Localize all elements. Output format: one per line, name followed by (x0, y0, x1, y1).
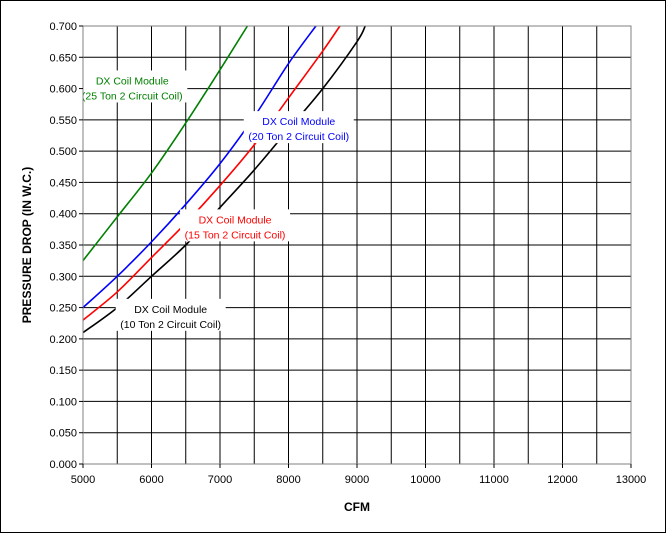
series-label-line1: DX Coil Module (134, 304, 207, 316)
y-axis-label: PRESSURE DROP (IN W.C.) (20, 167, 34, 323)
series-label-background (243, 111, 354, 144)
y-tick-label: 0.550 (49, 115, 77, 127)
x-tick-label: 7000 (208, 474, 232, 486)
y-tick-label: 0.650 (49, 52, 77, 64)
series-line-15-ton (82, 25, 341, 321)
x-tick-label: 11000 (479, 474, 509, 486)
y-tick-label: 0.100 (49, 396, 77, 408)
series-line-20-ton (82, 25, 317, 309)
series-label-background (77, 70, 188, 103)
x-tick-label: 10000 (410, 474, 441, 486)
x-axis-label: CFM (344, 500, 370, 514)
y-tick-label: 0.350 (49, 240, 77, 252)
x-tick-label: 6000 (139, 474, 163, 486)
series-label-background (115, 298, 226, 331)
series-label-line2: (25 Ton 2 Circuit Coil) (82, 90, 183, 102)
y-tick-label: 0.450 (49, 177, 77, 189)
y-tick-label: 0.150 (49, 365, 77, 377)
series-label-background (180, 209, 291, 242)
x-tick-label: 13000 (616, 474, 647, 486)
x-tick-label: 8000 (276, 474, 300, 486)
y-tick-label: 0.250 (49, 303, 77, 315)
series-label-line2: (10 Ton 2 Circuit Coil) (120, 319, 221, 331)
x-tick-label: 5000 (71, 474, 95, 486)
y-tick-label: 0.400 (49, 209, 77, 221)
y-tick-label: 0.050 (49, 428, 77, 440)
y-tick-label: 0.000 (49, 459, 77, 471)
y-tick-label: 0.200 (49, 334, 77, 346)
series-line-10-ton (82, 25, 366, 334)
y-tick-label: 0.500 (49, 146, 77, 158)
x-tick-label: 9000 (345, 474, 369, 486)
series-label-line1: DX Coil Module (199, 214, 272, 226)
series-label-line1: DX Coil Module (262, 116, 335, 128)
y-tick-label: 0.600 (49, 84, 77, 96)
series-label-line2: (20 Ton 2 Circuit Coil) (248, 131, 349, 143)
y-tick-label: 0.300 (49, 271, 77, 283)
series-label-line1: DX Coil Module (96, 75, 169, 87)
y-tick-label: 0.700 (49, 21, 77, 33)
x-tick-label: 12000 (547, 474, 578, 486)
series-line-25-ton (82, 25, 249, 262)
series-label-line2: (15 Ton 2 Circuit Coil) (185, 229, 286, 241)
